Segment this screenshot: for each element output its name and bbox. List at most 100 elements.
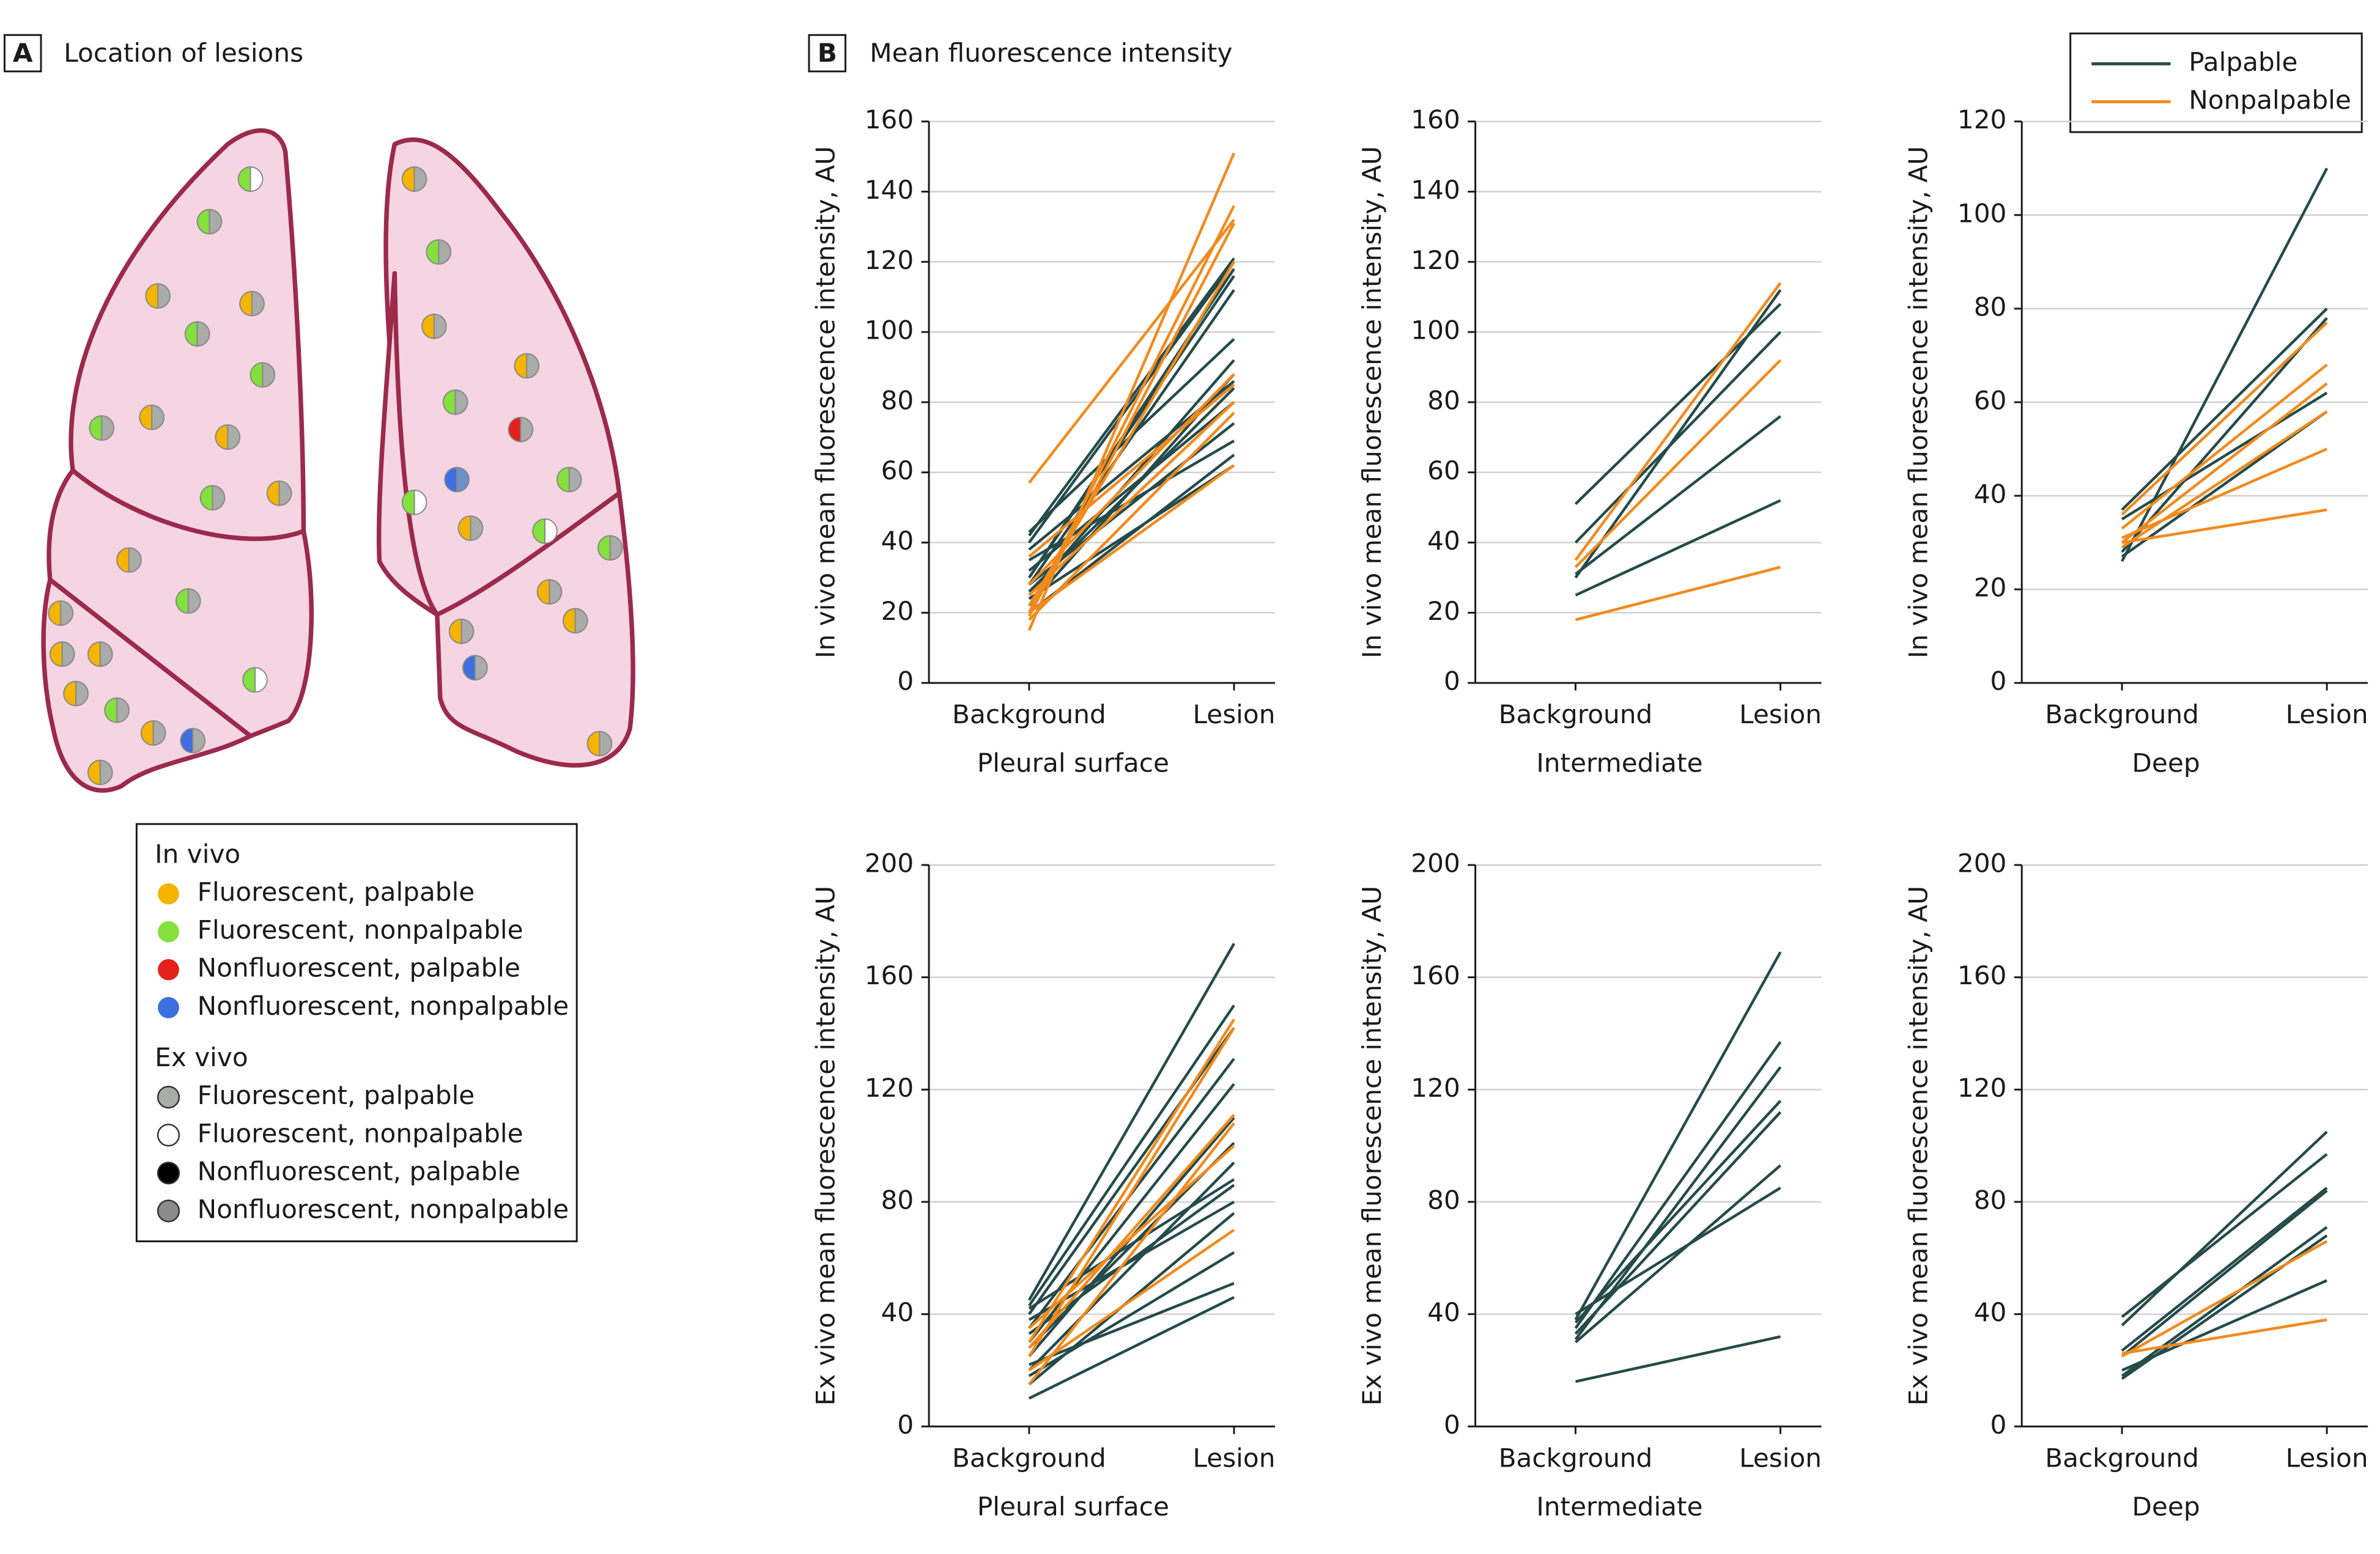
dot-half — [242, 667, 256, 693]
y-tick-label: 40 — [1974, 479, 2007, 509]
slope-line — [2121, 447, 2328, 539]
dot-half — [568, 466, 582, 493]
slope-line — [1028, 1296, 1235, 1400]
panel-title: Mean fluorescence intensity — [870, 38, 1232, 68]
slope-line — [1574, 331, 1782, 544]
dot-half — [192, 727, 205, 754]
y-tick-label: 20 — [881, 596, 914, 626]
slope-line — [1028, 464, 1235, 614]
slope-line — [1028, 1162, 1235, 1372]
dot-half — [470, 515, 484, 541]
y-tick-label: 40 — [1427, 526, 1460, 556]
slope-line — [1028, 1229, 1235, 1372]
dot-half — [145, 283, 159, 309]
slope-line — [1574, 951, 1782, 1320]
slope-line — [1028, 373, 1235, 586]
y-tick-label: 140 — [1411, 175, 1460, 205]
dot-half — [199, 485, 213, 511]
y-tick-label: 40 — [881, 526, 914, 556]
dot-half — [508, 416, 522, 443]
dot-half — [442, 389, 456, 415]
slope-line — [1575, 499, 1781, 597]
dot-half — [574, 608, 588, 634]
y-tick-label: 160 — [865, 105, 914, 134]
legend-swatch — [158, 996, 179, 1018]
dot-half — [184, 321, 198, 347]
y-tick-label: 0 — [1444, 666, 1460, 696]
y-tick-label: 60 — [1427, 455, 1460, 485]
dot-half — [187, 588, 201, 614]
panel-label: A — [13, 38, 33, 68]
slope-line — [2121, 168, 2329, 562]
legend-swatch — [157, 1162, 180, 1185]
dot-half — [196, 208, 210, 235]
slope-line — [1028, 383, 1235, 558]
slope-line — [2121, 307, 2328, 511]
x-tick-label: Lesion — [1739, 1443, 1822, 1473]
slope-line — [2121, 1130, 2328, 1327]
dot-half — [556, 466, 570, 493]
dot-half — [421, 313, 435, 339]
y-tick-label: 40 — [881, 1297, 914, 1327]
dot-half — [456, 466, 470, 493]
dot-half — [251, 290, 265, 317]
dot-half — [444, 466, 458, 493]
slope-line — [1029, 1282, 1235, 1366]
dot-half — [413, 166, 427, 192]
slope-line — [1028, 422, 1235, 586]
y-tick-label: 80 — [881, 1185, 914, 1215]
y-axis-label: Ex vivo mean fluorescence intensity, AU — [1357, 886, 1387, 1405]
y-tick-label: 100 — [1957, 198, 2007, 228]
legend-label: Fluorescent, palpable — [198, 877, 475, 907]
x-tick-label: Background — [2045, 699, 2199, 729]
dot-half — [549, 579, 563, 605]
dot-half — [597, 535, 611, 561]
legend-label: Fluorescent, palpable — [198, 1080, 475, 1110]
slope-line — [1575, 1187, 1781, 1316]
y-tick-label: 200 — [1957, 848, 2007, 878]
y-tick-label: 120 — [865, 245, 914, 275]
legend-swatch — [157, 1086, 180, 1109]
slope-line — [1575, 1164, 1782, 1344]
x-axis-label: Deep — [2132, 1492, 2200, 1522]
dot-half — [536, 579, 550, 605]
slope-line — [1028, 1122, 1235, 1385]
legend-swatch — [158, 921, 179, 943]
dot-half — [609, 535, 623, 561]
y-tick-label: 0 — [897, 666, 914, 696]
dot-half — [532, 518, 546, 544]
dot-half — [140, 720, 154, 746]
dot-half — [152, 720, 166, 746]
dot-half — [237, 166, 251, 192]
slope-line — [1028, 1251, 1235, 1377]
legend-label: Nonpalpable — [2189, 85, 2351, 115]
dot-half — [413, 489, 427, 515]
slope-line — [2121, 1187, 2328, 1352]
x-tick-label: Background — [1499, 699, 1653, 729]
legend-label: Nonfluorescent, palpable — [198, 953, 520, 983]
y-tick-label: 40 — [1974, 1297, 2007, 1327]
dot-half — [438, 239, 452, 265]
dot-half — [48, 600, 62, 626]
dot-half — [50, 641, 63, 667]
slope-line — [2121, 391, 2328, 521]
slope-line — [1574, 359, 1782, 569]
y-tick-label: 120 — [1957, 105, 2007, 134]
y-tick-label: 100 — [865, 315, 914, 345]
y-tick-label: 80 — [1974, 292, 2007, 322]
dot-half — [101, 415, 115, 441]
y-axis-label: Ex vivo mean fluorescence intensity, AU — [1903, 886, 1933, 1405]
y-tick-label: 120 — [1411, 1073, 1460, 1103]
dot-half — [426, 239, 440, 265]
dot-half — [75, 680, 89, 707]
dot-half — [157, 283, 171, 309]
x-tick-label: Background — [2045, 1443, 2199, 1473]
dot-half — [278, 480, 292, 506]
dot-half — [104, 697, 118, 723]
dot-half — [209, 208, 223, 235]
slope-line — [2121, 1189, 2328, 1358]
dot-half — [227, 424, 241, 450]
dot-half — [128, 547, 142, 573]
y-tick-label: 80 — [881, 385, 914, 415]
y-tick-label: 120 — [865, 1073, 914, 1103]
